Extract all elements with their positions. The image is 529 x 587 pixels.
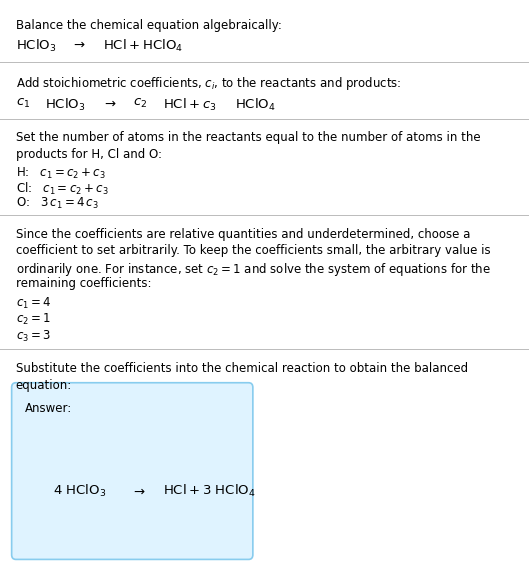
Text: $\rightarrow$: $\rightarrow$ [71, 38, 86, 51]
Text: $c_2 = 1$: $c_2 = 1$ [16, 312, 51, 328]
Text: Balance the chemical equation algebraically:: Balance the chemical equation algebraica… [16, 19, 282, 32]
Text: equation:: equation: [16, 379, 72, 392]
Text: coefficient to set arbitrarily. To keep the coefficients small, the arbitrary va: coefficient to set arbitrarily. To keep … [16, 244, 490, 257]
Text: Cl:   $c_1 = c_2 + c_3$: Cl: $c_1 = c_2 + c_3$ [16, 181, 108, 197]
Text: $c_1 = 4$: $c_1 = 4$ [16, 296, 51, 311]
Text: Substitute the coefficients into the chemical reaction to obtain the balanced: Substitute the coefficients into the che… [16, 362, 468, 375]
Text: remaining coefficients:: remaining coefficients: [16, 277, 151, 290]
Text: $\mathregular{HClO_3}$: $\mathregular{HClO_3}$ [16, 38, 57, 54]
Text: H:   $c_1 = c_2 + c_3$: H: $c_1 = c_2 + c_3$ [16, 166, 106, 181]
Text: Answer:: Answer: [25, 402, 72, 415]
Text: $\mathregular{HCl + }$$c_3$: $\mathregular{HCl + }$$c_3$ [163, 97, 216, 113]
Text: $\mathregular{HClO_4}$: $\mathregular{HClO_4}$ [235, 97, 276, 113]
Text: products for H, Cl and O:: products for H, Cl and O: [16, 148, 162, 161]
Text: $c_3 = 3$: $c_3 = 3$ [16, 329, 51, 344]
Text: $c_2$: $c_2$ [133, 97, 148, 110]
Text: $\mathregular{HCl + HClO_4}$: $\mathregular{HCl + HClO_4}$ [103, 38, 183, 54]
Text: $c_1$: $c_1$ [16, 97, 30, 110]
Text: $\mathregular{HCl + 3\ HClO_4}$: $\mathregular{HCl + 3\ HClO_4}$ [163, 483, 256, 499]
Text: Since the coefficients are relative quantities and underdetermined, choose a: Since the coefficients are relative quan… [16, 228, 470, 241]
Text: ordinarily one. For instance, set $c_2 = 1$ and solve the system of equations fo: ordinarily one. For instance, set $c_2 =… [16, 261, 491, 278]
Text: $\rightarrow$: $\rightarrow$ [131, 485, 146, 498]
Text: $4\ \mathregular{HClO_3}$: $4\ \mathregular{HClO_3}$ [53, 483, 106, 499]
FancyBboxPatch shape [12, 383, 253, 559]
Text: O:   $3\,c_1 = 4\,c_3$: O: $3\,c_1 = 4\,c_3$ [16, 196, 98, 211]
Text: Add stoichiometric coefficients, $c_i$, to the reactants and products:: Add stoichiometric coefficients, $c_i$, … [16, 75, 402, 92]
Text: $\mathregular{HClO_3}$: $\mathregular{HClO_3}$ [45, 97, 86, 113]
Text: Set the number of atoms in the reactants equal to the number of atoms in the: Set the number of atoms in the reactants… [16, 131, 480, 144]
Text: $\rightarrow$: $\rightarrow$ [102, 97, 116, 110]
